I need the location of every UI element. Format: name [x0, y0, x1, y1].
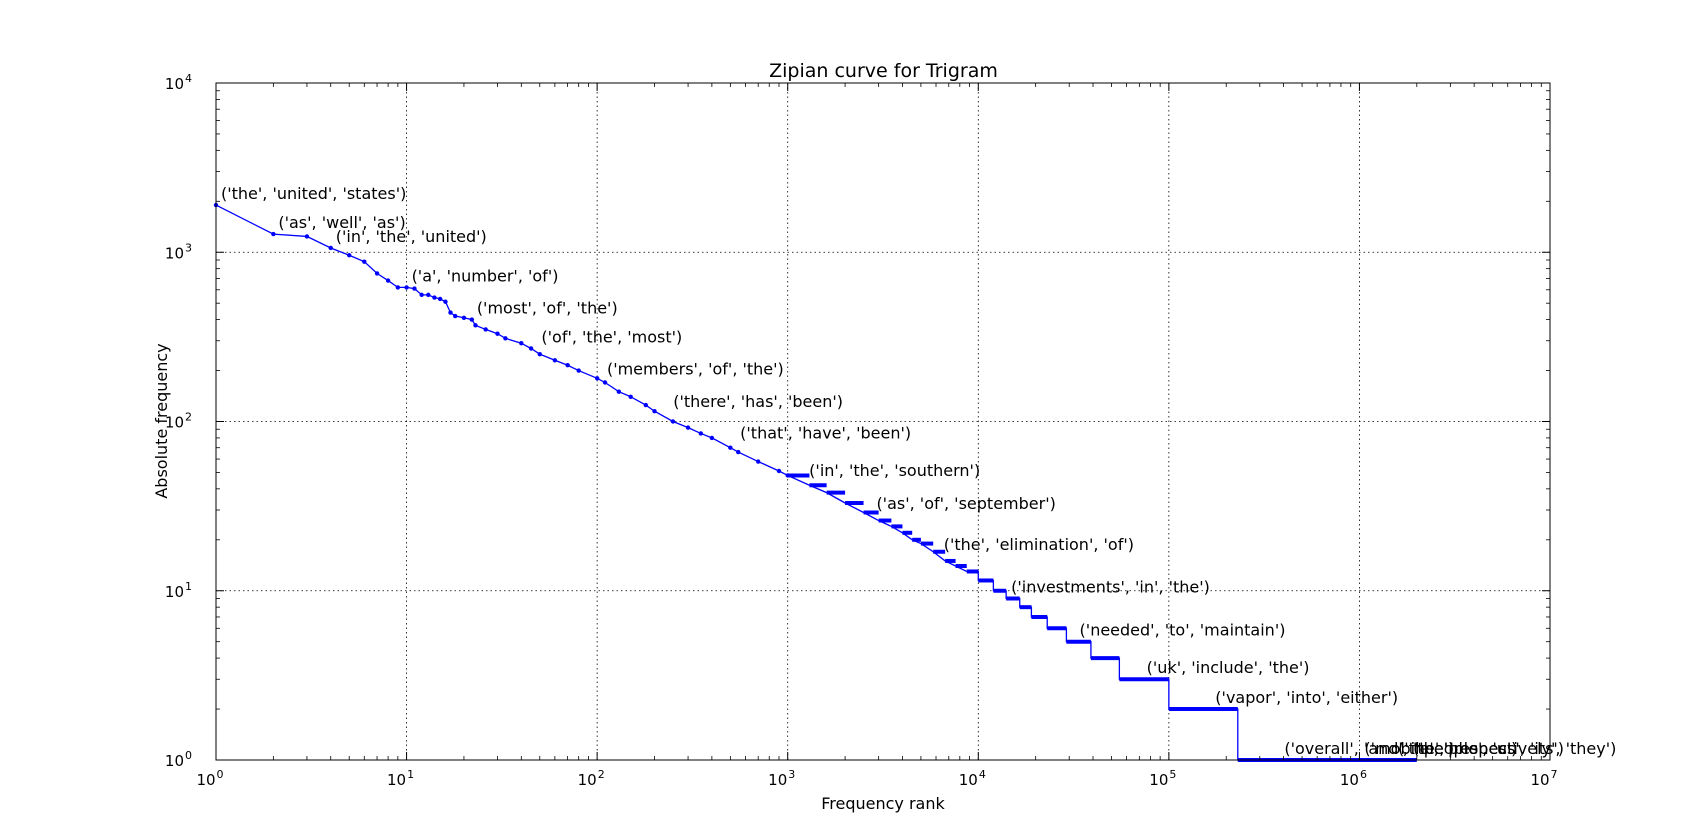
annotation-label: ('there', 'has', 'been') [673, 392, 843, 411]
series-point [483, 327, 488, 332]
x-tick-label: 100 [196, 768, 223, 789]
x-axis-label: Frequency rank [821, 794, 945, 813]
y-tick-label: 101 [165, 580, 192, 601]
series-point [404, 285, 409, 290]
y-tick-exponent: 4 [185, 72, 192, 85]
series-point [495, 331, 500, 336]
series-point [328, 245, 333, 251]
x-tick-exponent: 1 [407, 768, 414, 781]
series-point [385, 278, 391, 283]
annotation-label: ('needed', 'to', 'maintain') [1080, 621, 1286, 640]
annotation-label: ('the', 'elimination', 'of') [944, 535, 1134, 554]
y-tick-exponent: 1 [185, 580, 192, 593]
series-point [347, 253, 352, 258]
x-tick-exponent: 7 [1551, 768, 1558, 781]
annotation-label: ('a', 'number', 'of') [412, 266, 559, 285]
annotation-label: ('vapor', 'into', 'either') [1215, 688, 1398, 707]
annotation-label: ('the', 'respectively', 'they') [1398, 739, 1616, 758]
chart-title: Zipian curve for Trigram [769, 60, 998, 82]
series-point [473, 323, 478, 328]
x-tick-exponent: 4 [979, 768, 986, 781]
x-tick-label: 107 [1530, 768, 1557, 789]
x-tick-exponent: 2 [598, 768, 605, 781]
series-point [736, 449, 741, 455]
y-tick-label: 104 [165, 72, 192, 93]
series-point [628, 394, 633, 399]
series-point [776, 468, 782, 474]
series-point [552, 358, 558, 363]
annotation-label: ('as', 'well', 'as') [278, 213, 405, 232]
series-point [602, 380, 608, 385]
series-point [271, 231, 276, 237]
series-point [419, 292, 424, 298]
annotation-label: ('of', 'the', 'most') [541, 327, 682, 346]
annotation-label: ('that', 'have', 'been') [740, 424, 911, 443]
series-point [728, 445, 733, 450]
x-tick-label: 104 [959, 768, 986, 789]
series-point [565, 363, 570, 368]
annotation-label: ('in', 'the', 'southern') [809, 461, 980, 480]
annotation-label: ('in', 'the', 'united') [336, 227, 487, 246]
series-point [594, 376, 600, 381]
series-point [432, 295, 437, 300]
series-point [503, 336, 508, 341]
series-point [412, 286, 417, 291]
series-point [709, 435, 715, 441]
series-point [528, 346, 534, 351]
x-tick-label: 106 [1340, 768, 1367, 789]
y-axis-label: Absolute frequency [152, 343, 171, 498]
series-point [576, 368, 581, 373]
series-point [437, 296, 443, 302]
series-point [685, 425, 691, 430]
y-tick-exponent: 2 [185, 411, 192, 424]
series-point [304, 234, 310, 239]
series-point [643, 402, 648, 408]
series-point [461, 315, 467, 320]
y-tick-label: 103 [165, 241, 192, 262]
series-point [395, 285, 401, 290]
annotation-label: ('uk', 'include', 'the') [1147, 658, 1310, 677]
series-point [755, 459, 761, 464]
annotation-label: ('overall', 'and', 'the') [1284, 739, 1454, 758]
series-group [213, 202, 1417, 762]
x-tick-exponent: 5 [1169, 768, 1176, 781]
y-tick-exponent: 0 [185, 749, 192, 762]
series-point [519, 341, 524, 346]
series-point [616, 389, 622, 394]
series-point [448, 310, 453, 315]
x-tick-label: 103 [768, 768, 795, 789]
series-point [537, 351, 542, 357]
annotation-group: ('the', 'united', 'states') ('as', 'well'… [221, 184, 1616, 758]
annotation-label: ('as', 'of', 'september') [876, 494, 1055, 513]
y-tick-exponent: 3 [185, 241, 192, 254]
y-tick-label: 100 [165, 749, 192, 770]
series-point [374, 271, 380, 276]
x-tick-label: 101 [387, 768, 414, 789]
annotation-label: ('people', 'us', 'its') [1413, 739, 1564, 758]
series-point [670, 419, 676, 424]
annotation-label: ('mobile', 'phones') [1364, 739, 1517, 758]
series-point [453, 313, 458, 319]
x-tick-exponent: 3 [788, 768, 795, 781]
series-point [785, 473, 790, 478]
annotation-label: ('investments', 'in', 'the') [1011, 577, 1210, 596]
series-point [698, 431, 704, 436]
x-tick-exponent: 6 [1360, 768, 1367, 781]
series-point [362, 259, 367, 264]
annotation-label: ('most', 'of', 'the') [477, 299, 618, 318]
series-point [426, 292, 431, 298]
x-tick-exponent: 0 [217, 768, 224, 781]
series-point [652, 409, 657, 414]
x-tick-label: 102 [578, 768, 605, 789]
grid-lines [216, 83, 1550, 760]
annotation-label: ('the', 'united', 'states') [221, 184, 406, 203]
series-point [443, 299, 448, 304]
series-point [469, 317, 475, 322]
annotation-label: ('members', 'of', 'the') [607, 359, 784, 378]
x-tick-label: 105 [1149, 768, 1176, 789]
